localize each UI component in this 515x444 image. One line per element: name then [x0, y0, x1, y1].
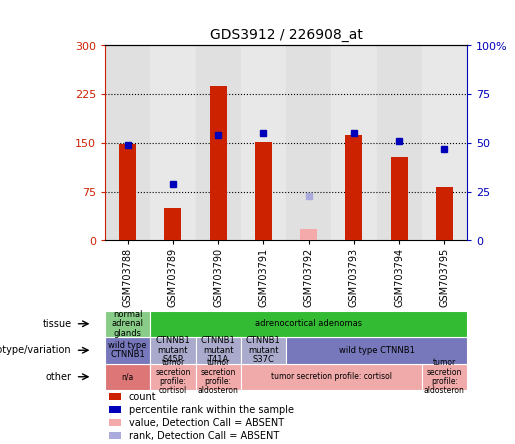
Text: CTNNB1
mutant
S37C: CTNNB1 mutant S37C — [246, 337, 281, 364]
Text: value, Detection Call = ABSENT: value, Detection Call = ABSENT — [129, 417, 284, 428]
Bar — [105, 310, 150, 337]
Text: n/a: n/a — [122, 372, 134, 381]
Bar — [105, 337, 150, 364]
Bar — [422, 45, 467, 241]
Bar — [150, 337, 196, 364]
Bar — [331, 45, 376, 241]
Bar — [105, 364, 150, 390]
Bar — [150, 310, 467, 337]
Bar — [196, 45, 241, 241]
Text: adrenocortical adenomas: adrenocortical adenomas — [255, 319, 362, 328]
Bar — [105, 45, 150, 241]
Bar — [241, 364, 422, 390]
Text: tumor
secretion
profile:
aldosteron: tumor secretion profile: aldosteron — [198, 358, 238, 395]
Text: genotype/variation: genotype/variation — [0, 345, 72, 355]
Bar — [422, 364, 467, 390]
Bar — [376, 45, 422, 241]
Bar — [286, 337, 467, 364]
Text: tumor
secretion
profile:
cortisol: tumor secretion profile: cortisol — [155, 358, 191, 395]
Text: other: other — [45, 372, 72, 382]
Text: tumor secretion profile: cortisol: tumor secretion profile: cortisol — [271, 372, 392, 381]
Bar — [390, 157, 408, 241]
Text: wild type
CTNNB1: wild type CTNNB1 — [108, 341, 147, 360]
Bar — [109, 406, 122, 413]
Bar — [286, 45, 331, 241]
Text: wild type CTNNB1: wild type CTNNB1 — [338, 346, 415, 355]
Text: normal
adrenal
glands: normal adrenal glands — [112, 310, 144, 337]
Bar — [300, 229, 317, 241]
Text: percentile rank within the sample: percentile rank within the sample — [129, 404, 294, 415]
Text: tumor
secretion
profile:
aldosteron: tumor secretion profile: aldosteron — [424, 358, 465, 395]
Bar — [109, 432, 122, 439]
Text: count: count — [129, 392, 156, 401]
Bar — [119, 144, 136, 241]
Bar — [241, 45, 286, 241]
Text: tissue: tissue — [42, 319, 72, 329]
Bar — [255, 142, 272, 241]
Bar — [196, 337, 241, 364]
Bar — [241, 337, 286, 364]
Bar — [164, 208, 181, 241]
Bar — [109, 419, 122, 426]
Bar — [436, 187, 453, 241]
Bar — [109, 393, 122, 400]
Text: CTNNB1
mutant
S45P: CTNNB1 mutant S45P — [156, 337, 190, 364]
Text: CTNNB1
mutant
T41A: CTNNB1 mutant T41A — [201, 337, 235, 364]
Bar — [150, 45, 196, 241]
Bar — [210, 86, 227, 241]
Title: GDS3912 / 226908_at: GDS3912 / 226908_at — [210, 28, 363, 42]
Bar — [345, 135, 363, 241]
Text: rank, Detection Call = ABSENT: rank, Detection Call = ABSENT — [129, 431, 279, 440]
Bar — [150, 364, 196, 390]
Bar — [196, 364, 241, 390]
